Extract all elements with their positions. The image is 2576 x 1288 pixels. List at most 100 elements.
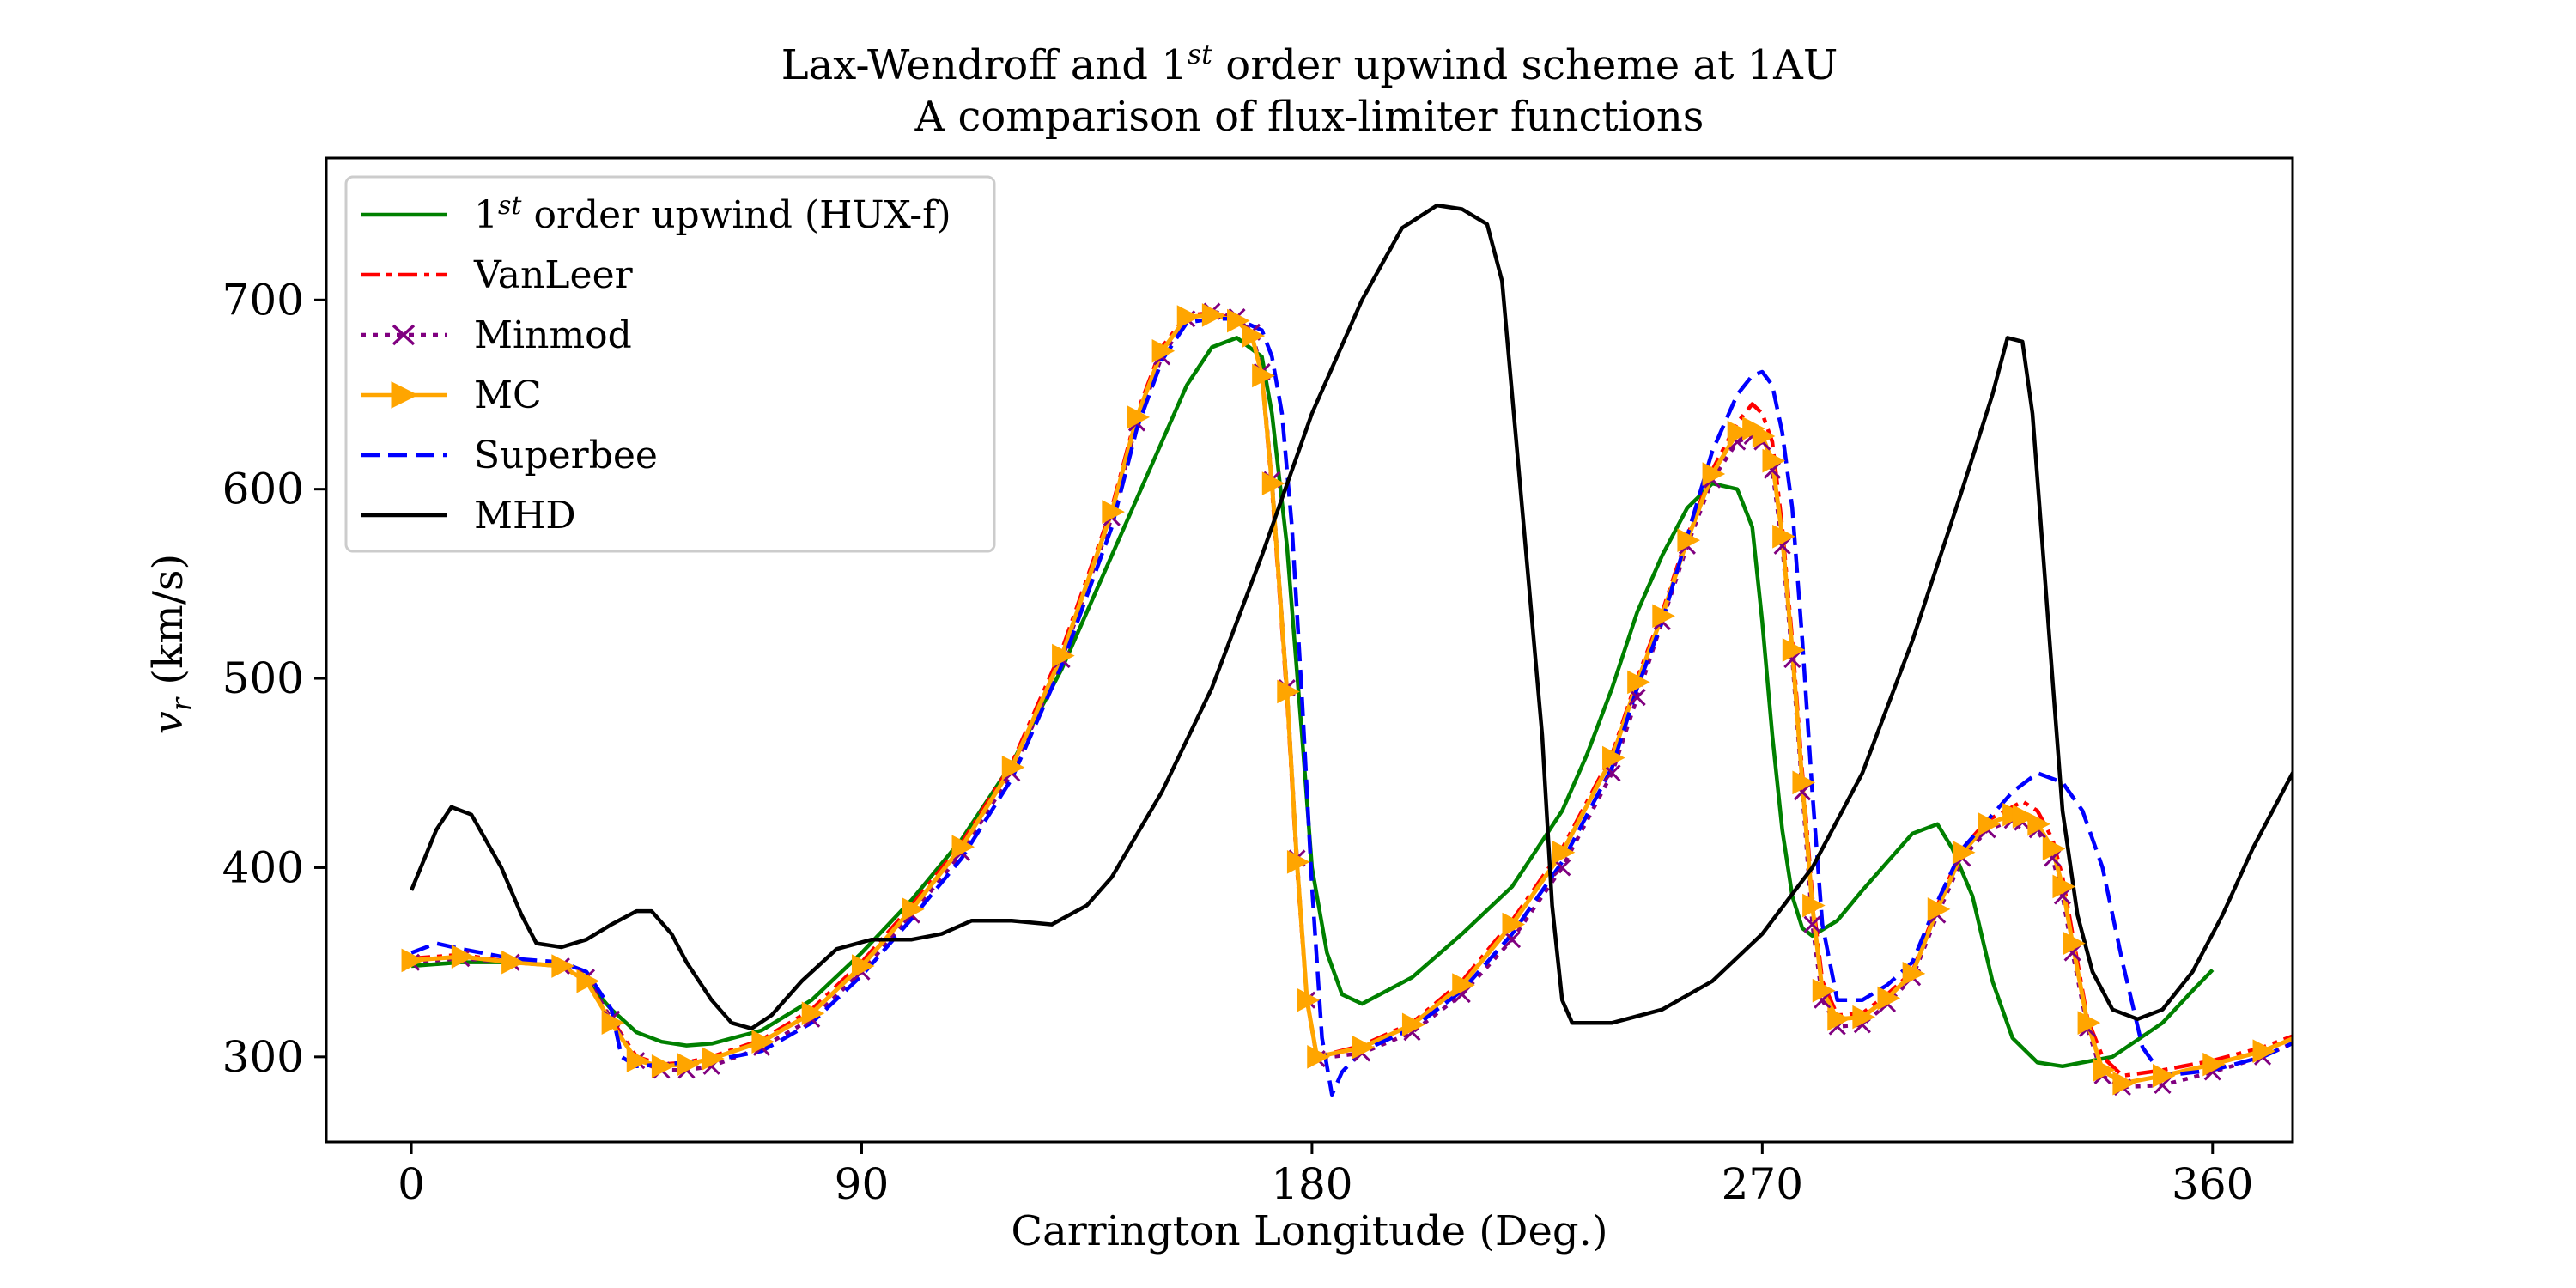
- mc-marker: [601, 1011, 625, 1035]
- mc-marker: [1652, 604, 1675, 629]
- mc-marker: [651, 1054, 675, 1078]
- mc-marker: [1852, 1005, 1875, 1030]
- mc-marker: [1201, 303, 1225, 327]
- minmod-marker: [2355, 1002, 2371, 1018]
- legend-label-1: VanLeer: [473, 253, 634, 297]
- mc-marker: [2202, 1052, 2226, 1077]
- legend-label-3: MC: [474, 374, 542, 417]
- mc-marker: [1772, 524, 1795, 549]
- legend-label-5: MHD: [474, 494, 576, 538]
- mc-marker: [2403, 970, 2425, 993]
- mc-marker: [1151, 338, 1176, 363]
- series-line-5: [410, 203, 2293, 1031]
- x-tick-label: 90: [835, 1159, 890, 1209]
- minmod-marker: [2405, 974, 2421, 989]
- mc-marker: [1176, 305, 1200, 329]
- mc-marker: [1752, 424, 1776, 448]
- mc-marker: [1627, 670, 1650, 695]
- mc-marker: [1127, 405, 1151, 429]
- legend-box: [344, 175, 996, 553]
- mc-marker: [1978, 811, 2001, 836]
- mc-marker: [902, 897, 925, 921]
- mc-marker: [1401, 1012, 1425, 1037]
- series-line-0: [410, 336, 2215, 1069]
- mc-marker: [1261, 471, 1285, 495]
- mc-marker: [451, 945, 475, 969]
- mc-marker: [2112, 1071, 2136, 1096]
- series-line-2: [410, 309, 2293, 1090]
- minmod-marker: [1503, 931, 1522, 949]
- x-tick-label: 0: [398, 1159, 425, 1209]
- mc-marker: [1352, 1035, 1376, 1060]
- y-tick-label: 400: [222, 842, 304, 892]
- mc-marker: [2252, 1039, 2276, 1064]
- y-tick-label: 700: [222, 275, 304, 325]
- y-tick-label: 600: [222, 465, 304, 514]
- plot-frame: [325, 156, 2294, 1144]
- y-tick-label: 500: [222, 653, 304, 703]
- mc-marker: [1727, 420, 1751, 445]
- mc-marker: [2354, 994, 2375, 1017]
- mc-marker: [1812, 978, 1836, 1003]
- legend-marker-x: [392, 324, 416, 346]
- mc-marker: [1102, 500, 1125, 524]
- mc-marker: [1902, 962, 1926, 986]
- mc-marker: [1927, 897, 1951, 921]
- chart-title-line2: A comparison of flux-limiter functions: [914, 93, 1704, 141]
- mc-marker: [1702, 462, 1726, 486]
- mc-marker: [1227, 308, 1250, 333]
- mc-marker: [1792, 770, 1816, 795]
- mc-marker: [1452, 973, 1475, 997]
- mc-marker: [1827, 1006, 1850, 1031]
- legend-label-0: 1st order upwind (HUX-f): [474, 191, 951, 237]
- minmod-marker: [1628, 689, 1646, 707]
- mc-marker: [2077, 1011, 2101, 1035]
- series-line-4: [410, 317, 2293, 1097]
- legend: 1st order upwind (HUX-f) VanLeer Minmod MC S…: [344, 175, 996, 553]
- mc-marker: [1762, 448, 1786, 473]
- legend-label-2: Minmod: [474, 313, 632, 357]
- mc-marker: [1286, 850, 1310, 874]
- x-tick-label: 360: [2172, 1159, 2253, 1209]
- mc-marker: [2093, 1058, 2116, 1083]
- mc-marker: [1001, 755, 1025, 780]
- mc-marker: [801, 1001, 825, 1025]
- x-tick-label: 180: [1271, 1159, 1352, 1209]
- mc-marker: [1252, 363, 1275, 388]
- mc-marker: [1782, 638, 1806, 662]
- mc-marker: [2152, 1064, 2176, 1088]
- y-axis-label: vr (km/s): [144, 554, 197, 735]
- mc-marker: [2027, 811, 2050, 836]
- minmod-marker: [2445, 945, 2460, 961]
- minmod-marker: [1803, 915, 1821, 933]
- mc-marker: [2443, 947, 2464, 969]
- mc-marker: [551, 954, 574, 978]
- legend-marker-triangle: [391, 381, 419, 409]
- mc-marker: [2052, 874, 2076, 899]
- mc-marker: [1307, 1045, 1330, 1069]
- mc-marker: [626, 1048, 650, 1073]
- mc-marker: [1242, 324, 1266, 348]
- mc-marker: [1502, 912, 1526, 937]
- mc-marker: [2012, 805, 2036, 829]
- marker-layer: [401, 302, 2464, 1097]
- x-tick-label: 270: [1722, 1159, 1803, 1209]
- minmod-marker: [1603, 764, 1621, 782]
- mc-marker: [1277, 679, 1300, 704]
- mc-marker: [951, 835, 975, 860]
- minmod-marker: [2305, 1026, 2320, 1042]
- mc-marker: [401, 948, 425, 973]
- x-axis-label: Carrington Longitude (Deg.): [1011, 1207, 1607, 1255]
- mc-marker: [2042, 836, 2066, 861]
- mc-marker: [501, 950, 525, 975]
- mc-marker: [851, 954, 875, 978]
- mc-marker: [751, 1030, 775, 1054]
- minmod-marker: [1553, 859, 1571, 877]
- mc-marker: [2303, 1019, 2324, 1042]
- mc-marker: [576, 969, 600, 993]
- mc-marker: [677, 1052, 700, 1077]
- mc-marker: [1677, 528, 1701, 553]
- mc-marker: [2063, 931, 2086, 956]
- mc-marker: [1602, 745, 1625, 770]
